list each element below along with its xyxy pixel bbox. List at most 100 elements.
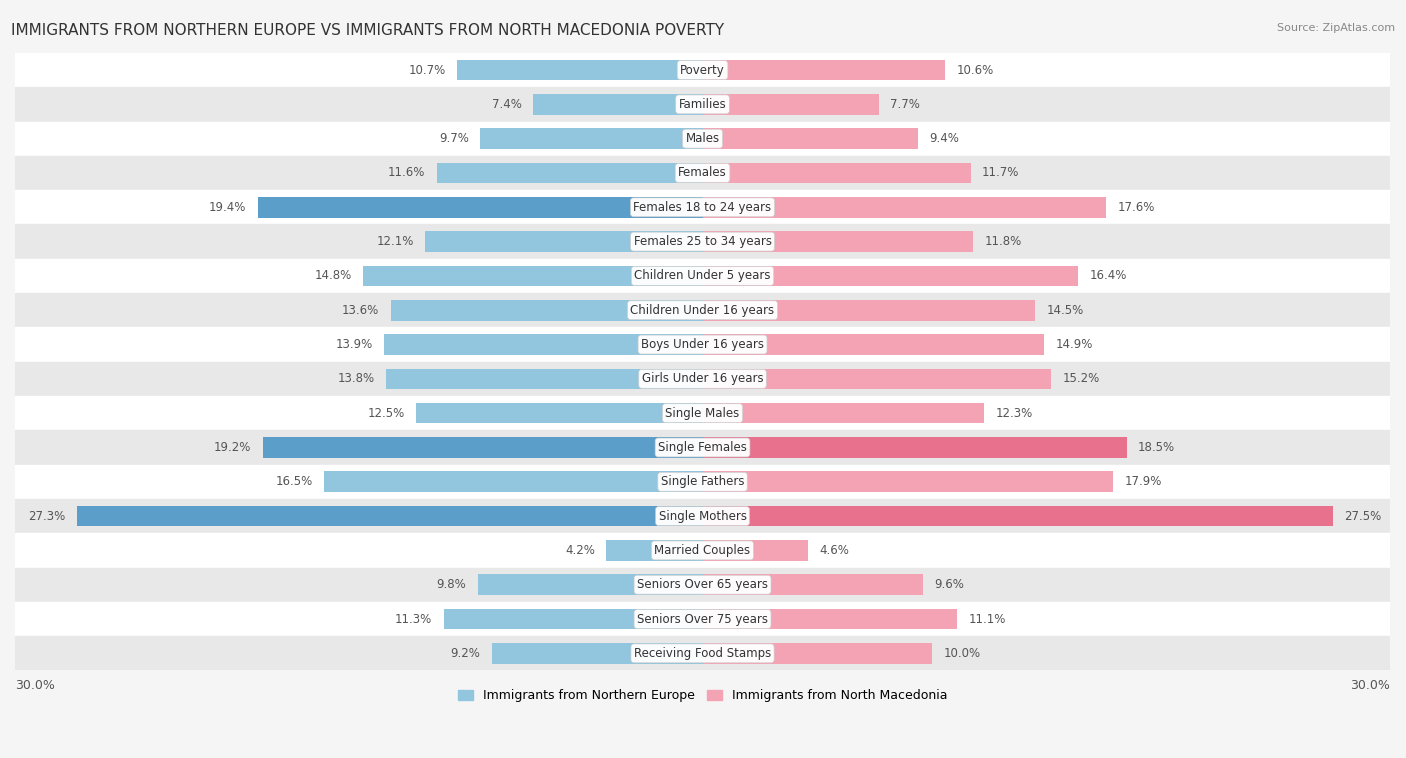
- Text: 19.2%: 19.2%: [214, 441, 252, 454]
- Text: 7.4%: 7.4%: [492, 98, 522, 111]
- Text: 19.4%: 19.4%: [209, 201, 246, 214]
- Bar: [703, 368, 1050, 389]
- Bar: [15, 87, 1391, 121]
- Bar: [492, 643, 703, 664]
- Text: 12.5%: 12.5%: [367, 406, 405, 420]
- Bar: [437, 163, 703, 183]
- Bar: [15, 121, 1391, 156]
- Text: Females: Females: [678, 167, 727, 180]
- Bar: [703, 128, 918, 149]
- Bar: [15, 602, 1391, 636]
- Text: 10.0%: 10.0%: [943, 647, 980, 659]
- Text: 12.1%: 12.1%: [377, 235, 413, 248]
- Bar: [703, 334, 1045, 355]
- Text: 9.7%: 9.7%: [439, 132, 468, 146]
- Bar: [15, 224, 1391, 258]
- Text: 17.9%: 17.9%: [1125, 475, 1161, 488]
- Text: 10.7%: 10.7%: [409, 64, 446, 77]
- Text: 13.9%: 13.9%: [335, 338, 373, 351]
- Text: Males: Males: [686, 132, 720, 146]
- Bar: [703, 643, 932, 664]
- Text: 11.1%: 11.1%: [969, 612, 1005, 625]
- Bar: [416, 402, 703, 424]
- Bar: [703, 231, 973, 252]
- Bar: [703, 197, 1107, 218]
- Text: 4.6%: 4.6%: [820, 544, 849, 557]
- Bar: [15, 190, 1391, 224]
- Text: 27.5%: 27.5%: [1344, 509, 1382, 522]
- Bar: [457, 60, 703, 80]
- Text: 9.6%: 9.6%: [934, 578, 965, 591]
- Text: Single Males: Single Males: [665, 406, 740, 420]
- Bar: [703, 265, 1078, 287]
- Bar: [15, 533, 1391, 568]
- Bar: [15, 431, 1391, 465]
- Text: 14.5%: 14.5%: [1046, 304, 1084, 317]
- Text: Source: ZipAtlas.com: Source: ZipAtlas.com: [1277, 23, 1395, 33]
- Bar: [325, 471, 703, 492]
- Bar: [443, 609, 703, 629]
- Bar: [703, 575, 922, 595]
- Text: Children Under 16 years: Children Under 16 years: [630, 304, 775, 317]
- Text: 18.5%: 18.5%: [1137, 441, 1175, 454]
- Bar: [703, 437, 1126, 458]
- Text: Females 18 to 24 years: Females 18 to 24 years: [634, 201, 772, 214]
- Text: Seniors Over 75 years: Seniors Over 75 years: [637, 612, 768, 625]
- Bar: [77, 506, 703, 526]
- Text: 13.6%: 13.6%: [342, 304, 380, 317]
- Text: 15.2%: 15.2%: [1063, 372, 1099, 385]
- Text: 10.6%: 10.6%: [957, 64, 994, 77]
- Text: 9.8%: 9.8%: [437, 578, 467, 591]
- Bar: [703, 471, 1112, 492]
- Bar: [15, 293, 1391, 327]
- Bar: [703, 402, 984, 424]
- Text: Females 25 to 34 years: Females 25 to 34 years: [634, 235, 772, 248]
- Text: Boys Under 16 years: Boys Under 16 years: [641, 338, 763, 351]
- Bar: [703, 60, 945, 80]
- Bar: [257, 197, 703, 218]
- Text: Receiving Food Stamps: Receiving Food Stamps: [634, 647, 770, 659]
- Bar: [478, 575, 703, 595]
- Text: Girls Under 16 years: Girls Under 16 years: [641, 372, 763, 385]
- Bar: [481, 128, 703, 149]
- Bar: [703, 300, 1035, 321]
- Bar: [387, 368, 703, 389]
- Text: 7.7%: 7.7%: [890, 98, 921, 111]
- Text: Poverty: Poverty: [681, 64, 725, 77]
- Text: Seniors Over 65 years: Seniors Over 65 years: [637, 578, 768, 591]
- Bar: [15, 499, 1391, 533]
- Bar: [15, 396, 1391, 431]
- Text: 13.8%: 13.8%: [337, 372, 375, 385]
- Text: 4.2%: 4.2%: [565, 544, 595, 557]
- Text: 30.0%: 30.0%: [15, 679, 55, 692]
- Text: Single Females: Single Females: [658, 441, 747, 454]
- Text: 9.2%: 9.2%: [450, 647, 481, 659]
- Bar: [263, 437, 703, 458]
- Bar: [703, 163, 970, 183]
- Bar: [15, 53, 1391, 87]
- Bar: [703, 94, 879, 114]
- Text: 11.3%: 11.3%: [395, 612, 432, 625]
- Text: 11.7%: 11.7%: [983, 167, 1019, 180]
- Bar: [15, 327, 1391, 362]
- Bar: [15, 568, 1391, 602]
- Text: 16.5%: 16.5%: [276, 475, 314, 488]
- Text: 27.3%: 27.3%: [28, 509, 66, 522]
- Text: Single Fathers: Single Fathers: [661, 475, 744, 488]
- Text: 9.4%: 9.4%: [929, 132, 959, 146]
- Bar: [363, 265, 703, 287]
- Bar: [391, 300, 703, 321]
- Bar: [425, 231, 703, 252]
- Bar: [15, 258, 1391, 293]
- Bar: [703, 609, 957, 629]
- Text: 11.6%: 11.6%: [388, 167, 425, 180]
- Text: 17.6%: 17.6%: [1118, 201, 1154, 214]
- Text: Families: Families: [679, 98, 727, 111]
- Text: Children Under 5 years: Children Under 5 years: [634, 269, 770, 283]
- Legend: Immigrants from Northern Europe, Immigrants from North Macedonia: Immigrants from Northern Europe, Immigra…: [453, 684, 952, 707]
- Text: 30.0%: 30.0%: [1350, 679, 1391, 692]
- Text: 11.8%: 11.8%: [984, 235, 1022, 248]
- Text: 12.3%: 12.3%: [995, 406, 1033, 420]
- Text: 14.9%: 14.9%: [1056, 338, 1092, 351]
- Text: IMMIGRANTS FROM NORTHERN EUROPE VS IMMIGRANTS FROM NORTH MACEDONIA POVERTY: IMMIGRANTS FROM NORTHERN EUROPE VS IMMIG…: [11, 23, 724, 38]
